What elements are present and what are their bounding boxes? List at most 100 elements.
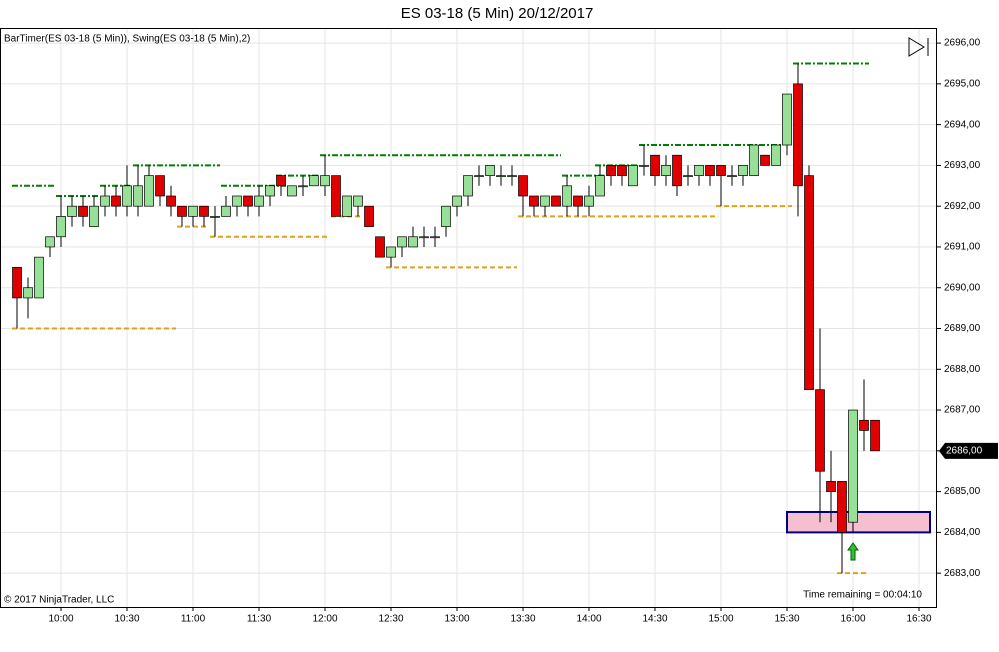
candle-body xyxy=(353,195,363,207)
candle-body xyxy=(672,154,682,187)
candle-body xyxy=(452,195,462,207)
candle-body xyxy=(694,165,704,176)
x-tick-label: 12:30 xyxy=(378,614,403,625)
candle-body xyxy=(243,195,253,207)
candle-body xyxy=(144,175,154,207)
y-tick-label: 2689,00 xyxy=(944,323,981,334)
candle-body xyxy=(320,175,330,187)
indicator-label: BarTimer(ES 03-18 (5 Min)), Swing(ES 03-… xyxy=(4,34,250,45)
candle-body xyxy=(793,83,803,187)
y-tick-label: 2696,00 xyxy=(944,38,981,49)
x-tick-label: 10:30 xyxy=(114,614,139,625)
y-tick-label: 2685,00 xyxy=(944,486,981,497)
candle-body xyxy=(683,175,693,177)
y-tick-label: 2694,00 xyxy=(944,119,981,130)
candle-body xyxy=(56,216,66,238)
candle-body xyxy=(177,205,187,217)
x-tick-label: 15:30 xyxy=(774,614,799,625)
candle-body xyxy=(551,195,561,207)
candle-body xyxy=(89,205,99,227)
last-price-marker xyxy=(939,442,998,459)
candle-body xyxy=(430,236,440,239)
x-tick-label: 10:00 xyxy=(48,614,73,625)
candle-body xyxy=(573,195,583,207)
candle-body xyxy=(595,175,605,197)
x-tick-label: 11:00 xyxy=(181,614,206,625)
candle-body xyxy=(848,409,858,523)
grid xyxy=(0,28,937,607)
candle-body xyxy=(628,165,638,187)
candle-body xyxy=(661,165,671,176)
y-tick-label: 2683,00 xyxy=(944,568,981,579)
candle-body xyxy=(254,195,264,207)
candle-body xyxy=(760,154,770,166)
copyright: © 2017 NinjaTrader, LLC xyxy=(4,595,114,606)
candle-body xyxy=(507,175,517,177)
candle-body xyxy=(34,256,44,299)
candle-body xyxy=(100,195,110,207)
candle-body xyxy=(859,419,869,431)
candle-body xyxy=(408,236,418,248)
candle-body xyxy=(419,236,429,239)
candle-body xyxy=(771,144,781,166)
candle-body xyxy=(716,165,726,176)
marks xyxy=(12,62,931,575)
y-tick-label: 2684,00 xyxy=(944,527,981,538)
candle-body xyxy=(188,205,198,217)
y-tick-label: 2693,00 xyxy=(944,160,981,171)
y-tick-label: 2692,00 xyxy=(944,201,981,212)
candle-body xyxy=(155,175,165,197)
x-tick-label: 13:00 xyxy=(444,614,469,625)
candle-body xyxy=(342,195,352,217)
candle-body xyxy=(287,185,297,197)
candle-body xyxy=(496,175,506,177)
candle-body xyxy=(650,154,660,176)
candle-body xyxy=(232,195,242,207)
candle-body xyxy=(804,175,814,391)
x-tick-label: 12:00 xyxy=(312,614,337,625)
candle-body xyxy=(364,205,374,227)
candle-body xyxy=(298,185,308,188)
candle-body xyxy=(78,205,88,217)
play-triangle[interactable] xyxy=(908,37,925,57)
candle-body xyxy=(463,175,473,197)
x-tick-label: 15:00 xyxy=(708,614,733,625)
x-tick-label: 14:30 xyxy=(642,614,667,625)
x-tick-label: 13:30 xyxy=(510,614,535,625)
candle-body xyxy=(386,246,396,258)
candle-body xyxy=(584,195,594,207)
y-tick-label: 2691,00 xyxy=(944,242,981,253)
candle-body xyxy=(870,419,880,452)
y-tick-label: 2687,00 xyxy=(944,405,981,416)
candle-body xyxy=(375,236,385,258)
y-tick-label: 2690,00 xyxy=(944,282,981,293)
candle-body xyxy=(474,175,484,177)
x-tick-label: 14:00 xyxy=(576,614,601,625)
candle-body xyxy=(837,481,847,533)
x-tick-label: 11:30 xyxy=(247,614,272,625)
candle-body xyxy=(485,165,495,176)
candle-body xyxy=(826,481,836,492)
candle-body xyxy=(45,236,55,248)
candle-body xyxy=(749,144,759,176)
candle-body xyxy=(562,185,572,207)
timer-text: Time remaining = 00:04:10 xyxy=(803,590,922,601)
candle-body xyxy=(111,195,121,207)
candle-body xyxy=(815,389,825,472)
candle-body xyxy=(782,93,792,146)
signal-arrow xyxy=(847,542,859,561)
candle-body xyxy=(639,165,649,167)
y-tick-label: 2695,00 xyxy=(944,79,981,90)
candle-body xyxy=(166,195,176,207)
candle-body xyxy=(727,175,737,177)
y-tick-label: 2688,00 xyxy=(944,364,981,375)
candle-body xyxy=(67,205,77,217)
play-icon[interactable] xyxy=(908,37,929,57)
candle-body xyxy=(265,185,275,197)
candle-body xyxy=(738,165,748,176)
plot-frame xyxy=(0,28,937,608)
candle-body xyxy=(309,175,319,187)
